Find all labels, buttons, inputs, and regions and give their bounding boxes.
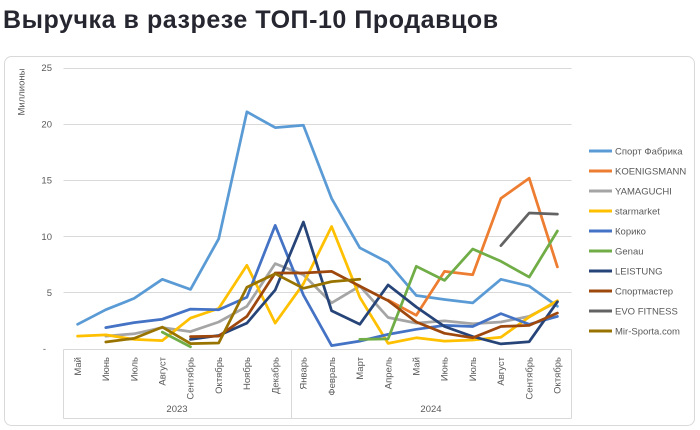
svg-text:Август: Август — [158, 356, 169, 385]
svg-text:Октябрь: Октябрь — [214, 357, 225, 394]
svg-text:Декабрь: Декабрь — [270, 357, 281, 394]
svg-text:Май: Май — [73, 357, 84, 376]
svg-text:EVO FITNESS: EVO FITNESS — [615, 306, 678, 317]
svg-text:Март: Март — [355, 356, 366, 379]
svg-text:Июнь: Июнь — [101, 357, 112, 381]
svg-text:2023: 2023 — [166, 404, 187, 415]
svg-text:Апрель: Апрель — [383, 357, 394, 389]
svg-text:starmarket: starmarket — [615, 206, 660, 217]
svg-text:Сентябрь: Сентябрь — [186, 357, 197, 400]
svg-text:Ноябрь: Ноябрь — [242, 357, 253, 390]
svg-text:10: 10 — [41, 232, 52, 243]
svg-text:Август: Август — [496, 356, 507, 385]
svg-text:Июнь: Июнь — [440, 357, 451, 381]
svg-text:Февраль: Февраль — [327, 357, 338, 396]
svg-text:15: 15 — [41, 176, 52, 187]
svg-text:-: - — [43, 344, 46, 355]
svg-text:Genau: Genau — [615, 246, 644, 257]
svg-text:Корико: Корико — [615, 226, 646, 237]
svg-text:Май: Май — [412, 357, 423, 376]
svg-text:Спортмастер: Спортмастер — [615, 286, 673, 297]
svg-text:LEISTUNG: LEISTUNG — [615, 266, 663, 277]
svg-text:Mir-Sporta.com: Mir-Sporta.com — [615, 326, 680, 337]
svg-text:25: 25 — [41, 63, 52, 74]
svg-text:Октябрь: Октябрь — [553, 357, 564, 394]
svg-text:Июль: Июль — [129, 357, 140, 381]
svg-text:2024: 2024 — [420, 404, 441, 415]
svg-text:20: 20 — [41, 119, 52, 130]
svg-text:KOENIGSMANN: KOENIGSMANN — [615, 166, 686, 177]
svg-text:5: 5 — [47, 288, 52, 299]
svg-text:Спорт Фабрика: Спорт Фабрика — [615, 146, 683, 157]
svg-text:Июль: Июль — [468, 357, 479, 381]
svg-text:Сентябрь: Сентябрь — [524, 357, 535, 400]
svg-text:Январь: Январь — [299, 357, 310, 390]
svg-text:YAMAGUCHI: YAMAGUCHI — [615, 186, 672, 197]
svg-text:Миллионы: Миллионы — [17, 68, 28, 115]
